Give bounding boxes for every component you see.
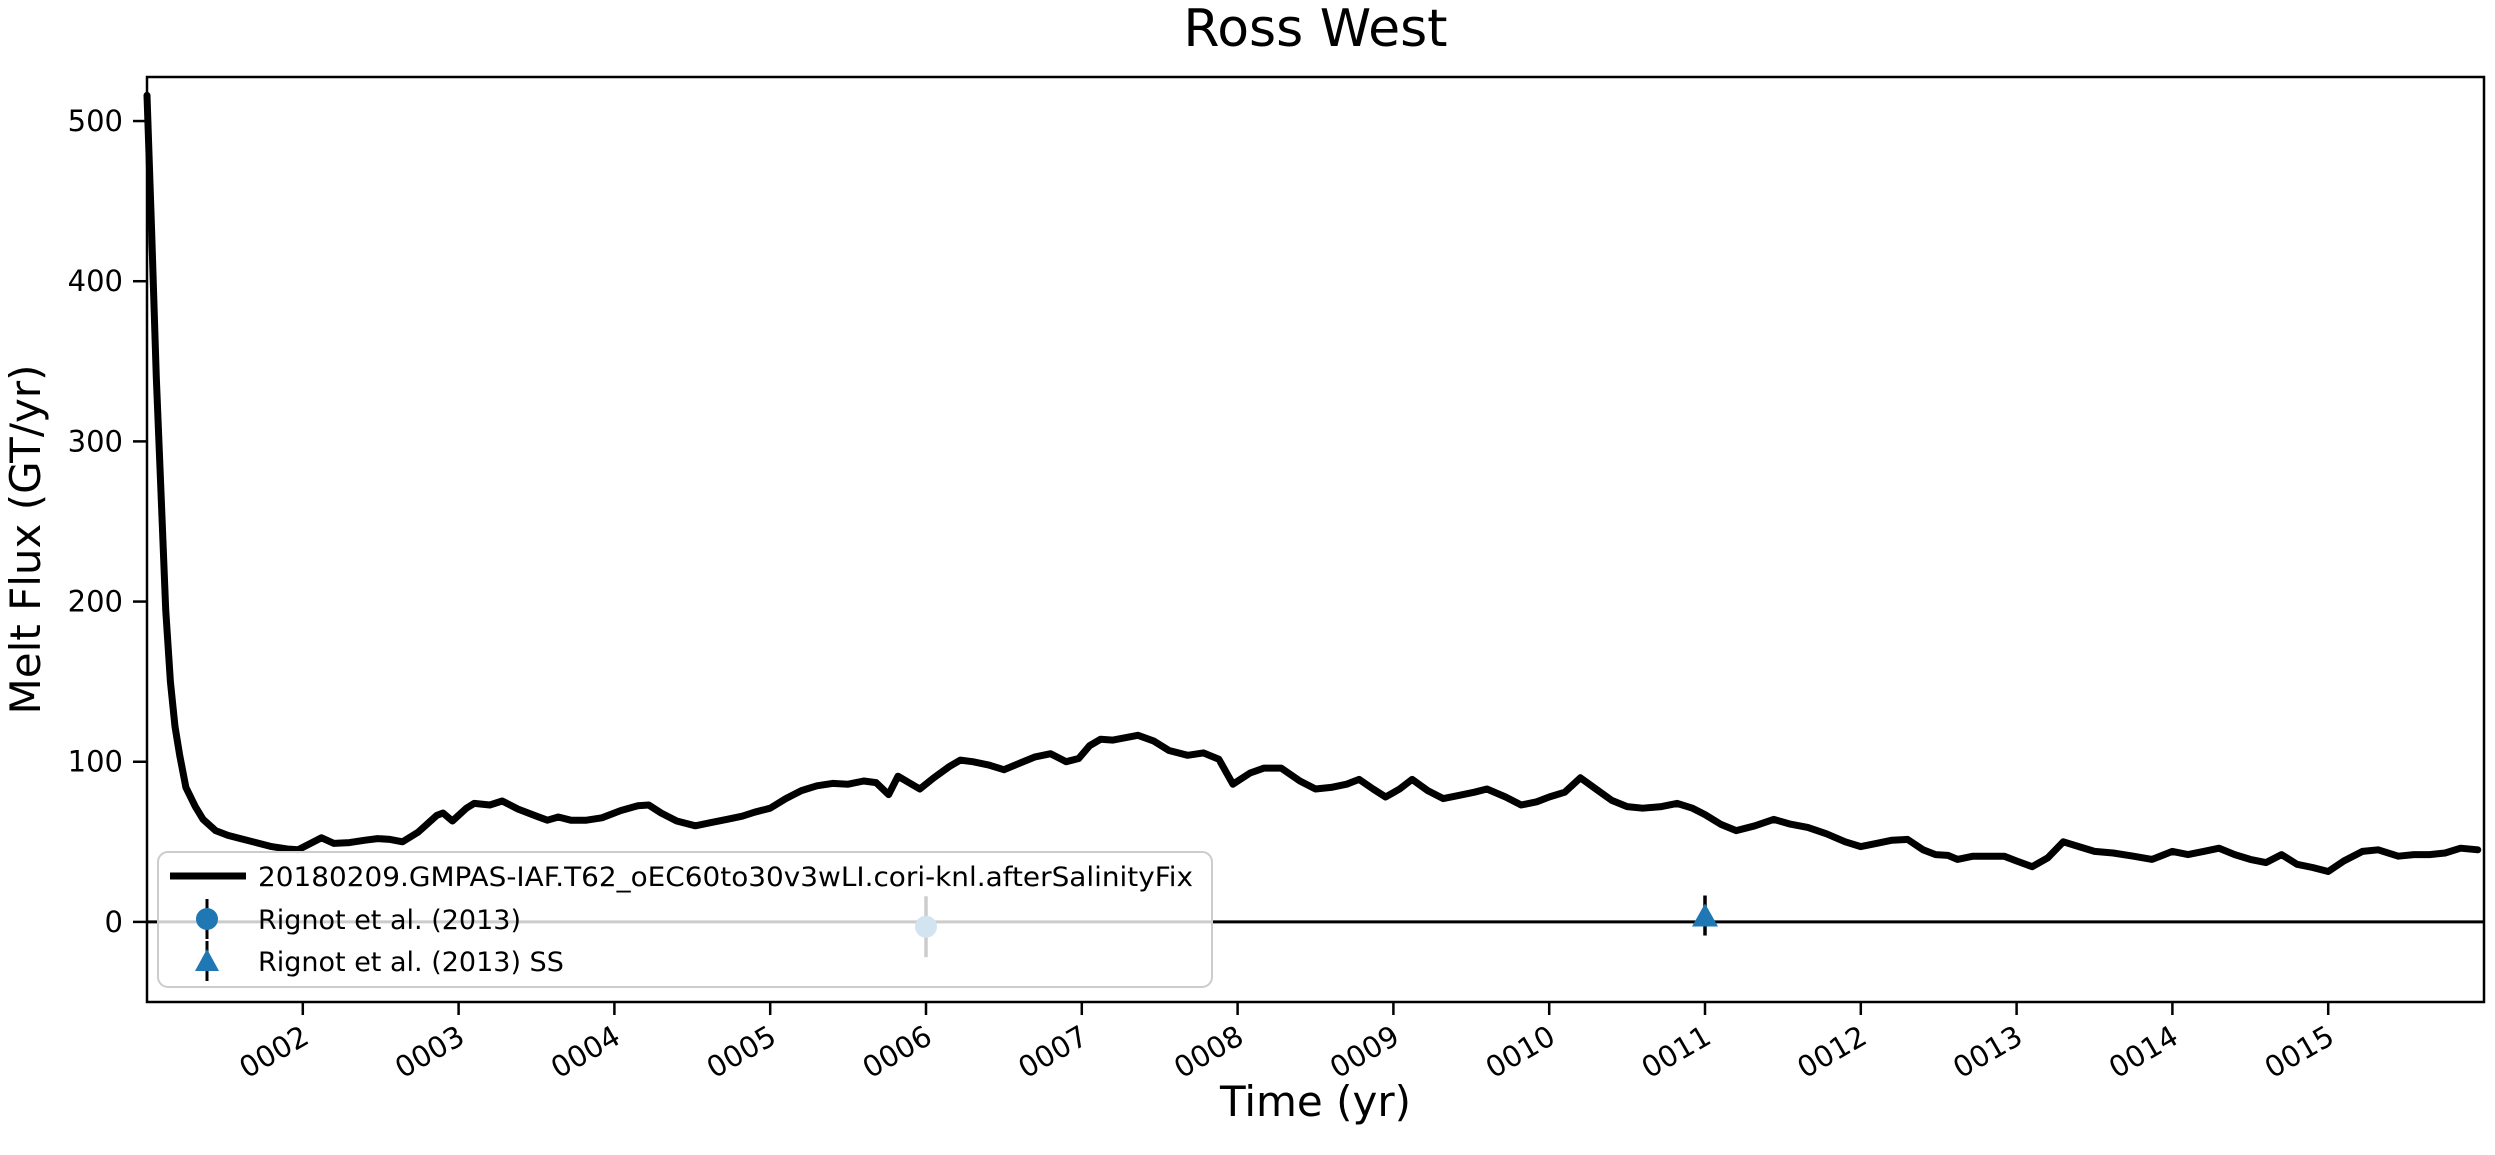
x-tick-label: 0006 (857, 1019, 938, 1085)
x-tick-label: 0011 (1636, 1019, 1717, 1085)
x-tick-label: 0012 (1791, 1019, 1872, 1085)
x-tick-label: 0002 (233, 1019, 314, 1085)
y-tick-label: 100 (68, 745, 123, 779)
x-tick-label: 0009 (1324, 1019, 1405, 1085)
y-tick-label: 0 (105, 905, 123, 939)
triangle-marker (1692, 903, 1718, 927)
plot-border (145, 75, 2486, 1004)
y-tick-label: 500 (68, 104, 123, 138)
x-tick-label: 0013 (1947, 1019, 2028, 1085)
x-tick-label: 0014 (2103, 1019, 2184, 1085)
chart-title: Ross West (1183, 0, 1447, 59)
legend: 20180209.GMPAS-IAF.T62_oEC60to30v3wLI.co… (157, 851, 1213, 988)
y-tick-label: 200 (68, 585, 123, 619)
legend-box (157, 851, 1213, 988)
legend-entry-label: Rignot et al. (2013) SS (258, 947, 564, 978)
x-tick-label: 0005 (701, 1019, 782, 1085)
x-tick-label: 0007 (1012, 1019, 1093, 1085)
x-tick-label: 0008 (1168, 1019, 1249, 1085)
y-tick-label: 400 (68, 264, 123, 298)
x-tick-label: 0015 (2259, 1019, 2340, 1085)
x-tick-label: 0003 (389, 1019, 470, 1085)
y-tick-label: 300 (68, 424, 123, 458)
x-tick-label: 0004 (545, 1019, 626, 1085)
x-tick-label: 0010 (1480, 1019, 1561, 1085)
legend-entry-label: Rignot et al. (2013) (258, 905, 521, 936)
rignot-ss-point (1692, 895, 1718, 936)
legend-triangle-marker (195, 949, 219, 971)
melt-flux-line (143, 91, 2482, 875)
x-axis-label: Time (yr) (1219, 1077, 1411, 1126)
legend-circle-marker (196, 908, 218, 930)
y-axis-label: Melt Flux (GT/yr) (1, 365, 50, 715)
legend-entry-label: 20180209.GMPAS-IAF.T62_oEC60to30v3wLI.co… (258, 862, 1193, 893)
